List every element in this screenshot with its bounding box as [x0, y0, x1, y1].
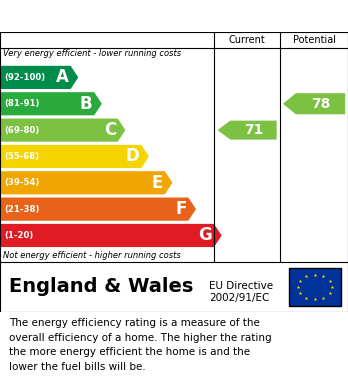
Text: 78: 78	[311, 97, 330, 111]
Polygon shape	[0, 197, 196, 221]
Text: EU Directive: EU Directive	[209, 281, 273, 291]
Text: England & Wales: England & Wales	[9, 278, 193, 296]
Polygon shape	[283, 93, 345, 114]
Text: F: F	[175, 200, 187, 218]
Text: (92-100): (92-100)	[4, 73, 45, 82]
Polygon shape	[0, 66, 78, 89]
Text: (81-91): (81-91)	[4, 99, 40, 108]
Text: D: D	[126, 147, 140, 165]
Polygon shape	[0, 224, 222, 247]
Text: (55-68): (55-68)	[4, 152, 39, 161]
Text: The energy efficiency rating is a measure of the
overall efficiency of a home. T: The energy efficiency rating is a measur…	[9, 318, 271, 371]
Text: G: G	[198, 226, 212, 244]
Text: 2002/91/EC: 2002/91/EC	[209, 293, 269, 303]
Text: Current: Current	[229, 35, 266, 45]
Text: E: E	[152, 174, 163, 192]
Text: (39-54): (39-54)	[4, 178, 40, 187]
Text: B: B	[80, 95, 93, 113]
Text: 71: 71	[244, 123, 263, 137]
Text: (69-80): (69-80)	[4, 126, 39, 135]
Polygon shape	[0, 145, 149, 168]
Polygon shape	[0, 92, 102, 115]
Polygon shape	[0, 171, 173, 194]
Text: A: A	[56, 68, 69, 86]
Polygon shape	[0, 118, 125, 142]
Text: Not energy efficient - higher running costs: Not energy efficient - higher running co…	[3, 251, 181, 260]
Polygon shape	[218, 120, 277, 140]
Text: (21-38): (21-38)	[4, 204, 40, 213]
FancyBboxPatch shape	[289, 268, 341, 306]
Text: C: C	[104, 121, 116, 139]
Text: (1-20): (1-20)	[4, 231, 33, 240]
Text: Energy Efficiency Rating: Energy Efficiency Rating	[9, 9, 230, 23]
Text: Very energy efficient - lower running costs: Very energy efficient - lower running co…	[3, 49, 182, 58]
Text: Potential: Potential	[293, 35, 335, 45]
